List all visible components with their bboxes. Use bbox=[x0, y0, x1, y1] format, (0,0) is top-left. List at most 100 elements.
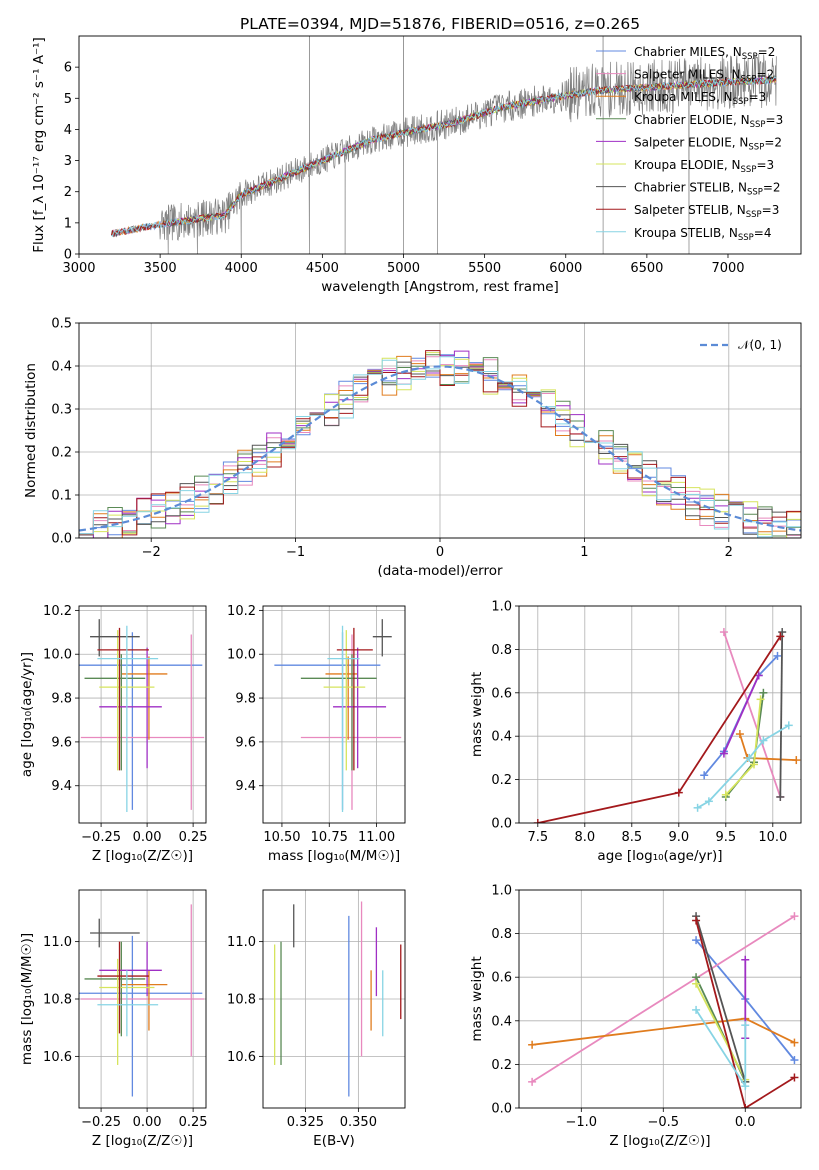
histogram-salpeter-elodie bbox=[79, 350, 801, 538]
y-tick-label: 0 bbox=[64, 248, 72, 263]
legend-label: Chabrier ELODIE, NSSP=3 bbox=[634, 113, 783, 130]
marker-salpeter-stelib bbox=[674, 788, 683, 797]
marker-kroupa-stelib bbox=[704, 797, 713, 806]
marker-salpeter-elodie bbox=[741, 955, 750, 964]
y-tick-label: 2 bbox=[64, 185, 72, 200]
marker-chabrier-miles bbox=[700, 771, 709, 780]
y-axis-label: Normed distribution bbox=[23, 363, 39, 498]
panel-residuals: 𝒩(0, 1) −2 −1 0 1 2 0.0 0.1 0.2 0.3 0.4 0.5 (data-mo… bbox=[23, 317, 802, 579]
y-tick-label: 11.0 bbox=[227, 935, 256, 950]
marker-kroupa-elodie bbox=[756, 695, 765, 704]
line-chabrier-stelib bbox=[779, 631, 784, 798]
panel-age-vs-mass: 10.50 10.75 11.00 9.4 9.6 9.8 10.0 10.2 mass [lo… bbox=[227, 604, 406, 864]
marker-kroupa-stelib bbox=[741, 1021, 750, 1030]
marker-kroupa-stelib bbox=[692, 1005, 701, 1014]
spectrum-lines bbox=[111, 36, 777, 254]
marker-salpeter-stelib bbox=[692, 916, 701, 925]
x-tick-label: 0.0 bbox=[735, 1115, 756, 1130]
axes-frame bbox=[518, 889, 802, 1109]
y-tick-label: 0.4 bbox=[51, 360, 72, 375]
marker-chabrier-miles bbox=[692, 936, 701, 945]
x-tick-label: 4000 bbox=[225, 261, 258, 276]
model-line-salpeter-stelib bbox=[111, 76, 777, 238]
y-tick-label: 1 bbox=[64, 216, 72, 231]
x-tick-label: 0.350 bbox=[340, 1115, 377, 1130]
histograms bbox=[79, 350, 801, 538]
y-tick-label: 4 bbox=[64, 123, 72, 138]
weight-lines bbox=[528, 912, 799, 1108]
y-tick-label: 9.6 bbox=[235, 735, 256, 750]
x-tick-label: 10.0 bbox=[758, 830, 787, 845]
error-bars bbox=[79, 619, 205, 813]
legend-label: 𝒩(0, 1) bbox=[738, 338, 782, 352]
marker-kroupa-stelib bbox=[784, 721, 793, 730]
legend: Chabrier MILES, NSSP=2 Salpeter MILES, NS… bbox=[596, 45, 783, 243]
y-tick-label: 0.8 bbox=[491, 643, 512, 658]
marker-chabrier-stelib bbox=[778, 628, 787, 637]
marker-kroupa-elodie bbox=[750, 760, 758, 769]
marker-kroupa-miles bbox=[792, 756, 801, 765]
y-tick-label: 0.4 bbox=[491, 1014, 512, 1029]
y-tick-label: 0.6 bbox=[491, 971, 512, 986]
x-tick-label: 6000 bbox=[549, 261, 582, 276]
y-tick-label: 0.0 bbox=[491, 817, 512, 832]
y-tick-label: 9.4 bbox=[51, 779, 72, 794]
marker-salpeter-miles bbox=[719, 628, 728, 637]
legend-label: Chabrier STELIB, NSSP=2 bbox=[634, 181, 781, 198]
y-tick-label: 0.2 bbox=[491, 1058, 512, 1073]
panels: Chabrier MILES, NSSP=2 Salpeter MILES, NS… bbox=[19, 35, 802, 1149]
error-bars bbox=[274, 901, 402, 1097]
x-tick-label: 0.00 bbox=[133, 830, 162, 845]
axes-frame bbox=[78, 605, 207, 824]
panel-weight-vs-age: 7.5 8.0 8.5 9.0 9.5 10.0 0.0 0.2 0.4 0.6 0.8 1.0 age… bbox=[469, 600, 802, 864]
model-line-kroupa-stelib bbox=[111, 75, 777, 238]
marker-chabrier-stelib bbox=[776, 792, 785, 801]
y-tick-label: 10.8 bbox=[43, 993, 72, 1008]
x-axis-label: wavelength [Angstrom, rest frame] bbox=[321, 279, 559, 295]
y-axis-label: mass weight bbox=[469, 672, 485, 757]
axes-frame bbox=[518, 605, 802, 824]
x-tick-label: 10.75 bbox=[311, 830, 348, 845]
panel-spectrum: Chabrier MILES, NSSP=2 Salpeter MILES, NS… bbox=[31, 35, 802, 295]
y-tick-label: 0.0 bbox=[491, 1102, 512, 1117]
y-tick-label: 3 bbox=[64, 154, 72, 169]
marker-chabrier-miles bbox=[790, 1056, 799, 1065]
x-tick-label: 0.00 bbox=[133, 1115, 162, 1130]
x-tick-label: −2 bbox=[142, 545, 161, 560]
x-tick-label: −0.25 bbox=[81, 1115, 121, 1130]
y-tick-label: 11.0 bbox=[43, 935, 72, 950]
axes-frame bbox=[262, 605, 406, 824]
marker-kroupa-elodie bbox=[721, 790, 730, 799]
x-tick-label: 7.5 bbox=[527, 830, 548, 845]
y-tick-label: 0.2 bbox=[491, 773, 512, 788]
marker-salpeter-stelib bbox=[776, 632, 785, 641]
x-tick-label: −0.25 bbox=[81, 830, 121, 845]
marker-salpeter-elodie bbox=[719, 749, 728, 758]
y-tick-label: 10.6 bbox=[43, 1050, 72, 1065]
panel-weight-vs-Z: −1.0 −0.5 0.0 0.0 0.2 0.4 0.6 0.8 1.0 Z [log₁₀(Z/… bbox=[469, 884, 802, 1149]
marker-salpeter-stelib bbox=[741, 1104, 750, 1108]
marker-salpeter-stelib bbox=[533, 819, 542, 823]
error-bars bbox=[79, 904, 205, 1097]
y-tick-label: 0.2 bbox=[51, 446, 72, 461]
y-tick-label: 9.6 bbox=[51, 735, 72, 750]
x-tick-label: −1 bbox=[286, 545, 305, 560]
x-tick-label: 5500 bbox=[468, 261, 501, 276]
x-tick-label: 3500 bbox=[144, 261, 177, 276]
x-tick-label: 10.50 bbox=[263, 830, 300, 845]
panel-age-vs-Z: −0.25 0.00 0.25 9.4 9.6 9.8 10.0 10.2 Z [log₁₀(Z… bbox=[19, 604, 208, 864]
y-tick-label: 1.0 bbox=[491, 600, 512, 615]
legend-label: Salpeter ELODIE, NSSP=2 bbox=[634, 135, 782, 152]
x-axis-label: E(B-V) bbox=[313, 1133, 355, 1149]
x-axis-label: Z [log₁₀(Z/Z☉)] bbox=[609, 1133, 710, 1149]
error-bars bbox=[274, 619, 402, 813]
x-tick-label: 5000 bbox=[387, 261, 420, 276]
y-tick-label: 0.5 bbox=[51, 317, 72, 332]
observed-spectrum-line bbox=[111, 53, 777, 254]
line-salpeter-stelib bbox=[695, 920, 795, 1108]
model-line-chabrier-stelib bbox=[111, 75, 777, 238]
x-tick-label: −0.5 bbox=[647, 1115, 679, 1130]
marker-kroupa-stelib bbox=[693, 803, 702, 812]
figure-title: PLATE=0394, MJD=51876, FIBERID=0516, z=0… bbox=[240, 15, 640, 33]
